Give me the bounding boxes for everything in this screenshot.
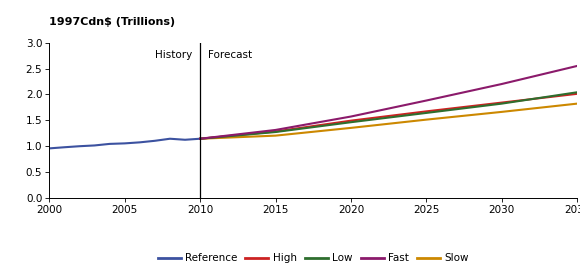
Text: History: History — [155, 50, 193, 60]
Legend: Reference, High, Low, Fast, Slow: Reference, High, Low, Fast, Slow — [154, 249, 473, 267]
Text: 1997Cdn$ (Trillions): 1997Cdn$ (Trillions) — [49, 17, 175, 27]
Text: Forecast: Forecast — [208, 50, 252, 60]
